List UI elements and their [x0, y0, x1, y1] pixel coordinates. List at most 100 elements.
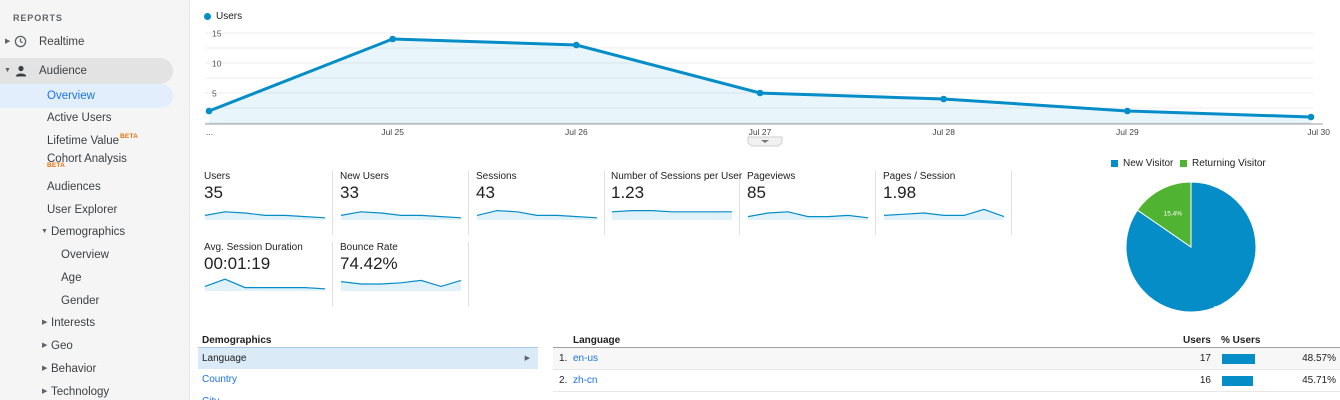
metric-sparkline — [340, 279, 462, 291]
sparkline-line — [747, 211, 869, 219]
x-tick-label: Jul 26 — [565, 127, 588, 137]
demographics-city-link[interactable]: City — [198, 391, 538, 400]
row-index: 2. — [559, 375, 568, 386]
sidebar-label-gender: Gender — [61, 295, 100, 307]
users-line-chart[interactable]: 5 10 15... Jul 25 Jul 26 Jul 27 Jul 28 Jul 29 Ju… — [191, 0, 1340, 150]
sidebar: REPORTS ▶ Realtime ▼ Audience Overview A… — [0, 0, 190, 400]
metric-label: Users — [204, 171, 231, 182]
pie-legend-returning-visitor[interactable]: Returning Visitor — [1180, 158, 1266, 169]
language-link[interactable]: en-us — [573, 353, 599, 364]
caret-right-icon: ▶ — [42, 319, 48, 326]
data-point[interactable] — [940, 95, 947, 103]
metric-users[interactable]: Users 35 — [204, 171, 333, 235]
sidebar-item-audience[interactable]: ▼ Audience — [0, 58, 173, 84]
demographics-language-row[interactable]: Language ▶ — [198, 347, 538, 369]
data-point[interactable] — [1307, 113, 1315, 121]
metric-new-users[interactable]: New Users 33 — [340, 171, 469, 235]
x-tick-label: Jul 25 — [381, 127, 404, 137]
x-tick-label: Jul 30 — [1307, 127, 1330, 137]
table-header-divider — [553, 347, 1340, 348]
metric-sessions[interactable]: Sessions 43 — [476, 171, 605, 235]
metric-value: 1.98 — [883, 183, 917, 202]
pie-legend-new-visitor[interactable]: New Visitor — [1111, 158, 1173, 169]
pct-users-bar — [1222, 376, 1253, 386]
metric-sparkline — [204, 278, 326, 291]
metric-label: Number of Sessions per User — [611, 171, 743, 182]
person-icon — [15, 65, 27, 77]
sparkline-line — [476, 209, 598, 219]
metric-sparkline — [883, 208, 1005, 220]
metric-avg-session-duration[interactable]: Avg. Session Duration 00:01:19 — [204, 242, 333, 306]
metric-label: Bounce Rate — [340, 242, 398, 253]
metric-sparkline — [611, 209, 732, 220]
metric-pageviews[interactable]: Pageviews 85 — [747, 171, 876, 235]
legend-label-returning-visitor: Returning Visitor — [1192, 158, 1266, 169]
metric-value: 74.42% — [340, 254, 398, 273]
caret-right-icon: ▶ — [42, 365, 48, 372]
data-point[interactable] — [1124, 107, 1131, 115]
sparkline-line — [204, 211, 326, 219]
y-tick-label: 10 — [212, 59, 222, 69]
metric-value: 1.23 — [611, 183, 645, 202]
metric-sparkline — [204, 211, 326, 220]
pct-users-bar — [1222, 354, 1255, 364]
users-area — [209, 39, 1311, 124]
users-series-swatch — [204, 13, 211, 20]
table-header-language[interactable]: Language — [573, 335, 621, 346]
y-tick-label: 5 — [212, 89, 217, 99]
legend-label-users: Users — [216, 11, 243, 22]
sparkline-line — [883, 208, 1005, 218]
sparkline-area — [612, 210, 732, 220]
sparkline-line — [204, 278, 326, 290]
slice-label: 15.4% — [1164, 210, 1183, 217]
sparkline-area — [205, 279, 325, 291]
data-point[interactable] — [756, 89, 764, 97]
main-content: Users 5 10 15... Jul 25 Jul 26 Jul 27 Jul 28 Ju… — [191, 0, 1340, 400]
metric-bounce-rate[interactable]: Bounce Rate 74.42% — [340, 242, 469, 306]
line-chart-legend[interactable]: Users — [204, 11, 242, 22]
metric-number-of-sessions-per-user[interactable]: Number of Sessions per User 1.23 — [611, 171, 743, 235]
metric-value: 00:01:19 — [204, 254, 271, 273]
sidebar-label-geo: Geo — [51, 340, 73, 352]
data-point[interactable] — [573, 41, 580, 49]
visitor-type-pie-chart[interactable]: 84.6% 15.4% — [1121, 177, 1261, 317]
sparkline-area — [884, 209, 1004, 220]
cohort-analysis-text: Cohort Analysis — [47, 153, 127, 165]
sparkline-area — [477, 210, 597, 220]
sidebar-item-overview[interactable]: Overview — [0, 84, 173, 108]
sidebar-label-active-users: Active Users — [47, 112, 112, 124]
caret-right-icon: ▶ — [42, 388, 48, 395]
reports-header: REPORTS — [13, 13, 63, 23]
y-tick-label: 15 — [212, 29, 222, 39]
returning-visitor-slice[interactable] — [1136, 181, 1192, 248]
returning-visitor-swatch — [1180, 160, 1187, 167]
sidebar-label-interests: Interests — [51, 317, 96, 329]
new-visitor-swatch — [1111, 160, 1118, 167]
table-header-users[interactable]: Users — [1183, 335, 1211, 346]
row-index: 1. — [559, 353, 568, 364]
table-row[interactable]: 2. zh-cn 16 45.71% — [553, 370, 1340, 392]
metric-value: 43 — [476, 183, 495, 202]
lifetime-value-text: Lifetime Value — [47, 135, 120, 147]
table-header-pct-users[interactable]: % Users — [1221, 335, 1261, 346]
demographics-country-link[interactable]: Country — [202, 374, 238, 385]
table-row[interactable]: 1. en-us 17 48.57% — [553, 348, 1340, 370]
data-point[interactable] — [389, 35, 396, 43]
data-point[interactable] — [205, 107, 213, 115]
sidebar-label-user-explorer: User Explorer — [47, 204, 118, 216]
caret-right-icon: ▶ — [5, 38, 11, 45]
metric-value: 35 — [204, 183, 223, 202]
metric-label: New Users — [340, 171, 389, 182]
sidebar-label-audiences: Audiences — [47, 181, 101, 193]
slice-label: 84.6% — [1214, 305, 1233, 312]
sidebar-label-lifetime-value: Lifetime ValueBETA — [47, 129, 138, 153]
sparkline-area — [748, 211, 868, 220]
metric-value: 33 — [340, 183, 359, 202]
metric-pages-session[interactable]: Pages / Session 1.98 — [883, 171, 1012, 235]
language-link[interactable]: zh-cn — [573, 375, 598, 386]
sidebar-item-realtime[interactable]: ▶ Realtime — [0, 30, 173, 54]
metric-label: Pageviews — [747, 171, 796, 182]
sidebar-label-realtime: Realtime — [39, 36, 85, 48]
sidebar-label-demographics: Demographics — [51, 226, 126, 238]
metric-label: Pages / Session — [883, 171, 956, 182]
